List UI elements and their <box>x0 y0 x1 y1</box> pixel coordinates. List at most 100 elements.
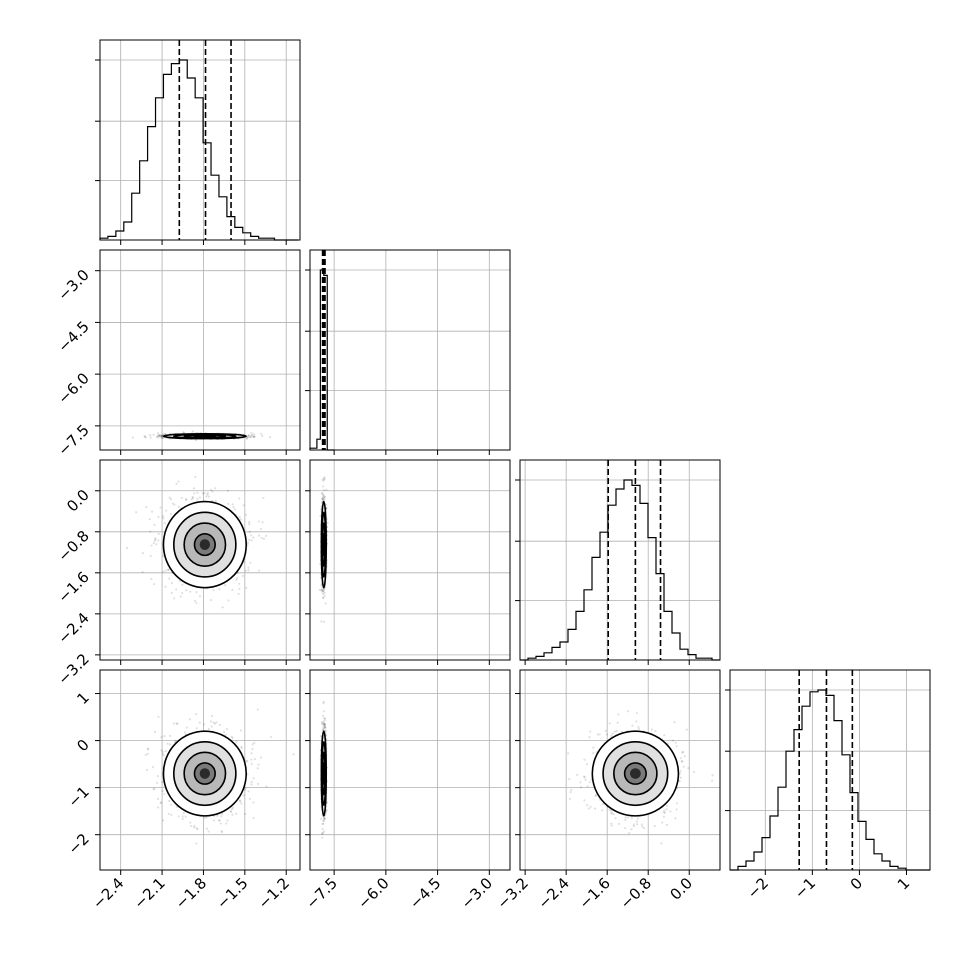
sample-point <box>195 842 198 845</box>
sample-point <box>238 497 241 500</box>
sample-point <box>141 552 144 555</box>
y-tick-label: 0 <box>73 736 92 755</box>
joint-p1-p3: −7.5 −6.0 −4.5 −3.0 <box>302 669 511 913</box>
x-tick-label: −6.0 <box>354 874 392 912</box>
sample-point <box>322 710 326 713</box>
contour-line <box>322 533 326 557</box>
sample-point <box>203 816 206 819</box>
sample-point <box>157 435 160 438</box>
sample-point <box>322 588 325 591</box>
sample-point <box>234 508 237 511</box>
y-tick-label: −2 <box>64 830 92 858</box>
sample-point <box>160 436 163 440</box>
sample-point <box>248 521 251 524</box>
sample-point <box>321 722 324 725</box>
sample-point <box>246 773 249 776</box>
sample-point <box>162 432 165 436</box>
sample-point <box>177 505 180 508</box>
sample-point <box>321 485 325 488</box>
sample-point <box>221 813 224 816</box>
panel-frame <box>99 669 301 871</box>
sample-point <box>182 811 185 815</box>
sample-point <box>226 819 229 822</box>
sample-point <box>322 590 325 593</box>
sample-point <box>322 726 325 729</box>
sample-point <box>250 758 253 761</box>
sample-point <box>160 434 163 437</box>
sample-point <box>175 588 178 591</box>
sample-point <box>323 498 326 501</box>
sample-point <box>321 714 325 718</box>
sample-point <box>173 597 176 600</box>
joint-p1-p2 <box>305 459 511 665</box>
sample-point <box>320 588 323 592</box>
sample-point <box>198 496 201 499</box>
sample-point <box>323 719 326 722</box>
sample-point <box>269 436 272 439</box>
sample-point <box>252 435 255 438</box>
x-tick-label: −1.2 <box>255 874 293 912</box>
sample-point <box>162 819 165 822</box>
sample-point <box>321 497 324 500</box>
sample-point <box>589 730 592 733</box>
contour-line <box>162 730 248 817</box>
sample-point <box>221 606 224 609</box>
sample-point <box>322 727 325 730</box>
sample-point <box>247 569 250 572</box>
x-tick-label: −2.1 <box>130 874 168 912</box>
sample-point <box>170 803 173 806</box>
sample-point <box>182 431 185 434</box>
sample-point <box>322 479 325 482</box>
sample-point <box>238 582 241 585</box>
sample-point <box>323 817 326 820</box>
sample-point <box>218 819 221 822</box>
y-tick-label: 1 <box>73 689 92 708</box>
sample-point <box>322 816 326 819</box>
sample-point <box>193 599 197 603</box>
sample-point <box>162 554 165 558</box>
sample-point <box>322 723 325 726</box>
sample-point <box>247 434 251 437</box>
sample-point <box>227 599 230 602</box>
sample-point <box>250 539 253 542</box>
panel-frame <box>729 669 931 871</box>
sample-point <box>212 589 215 592</box>
sample-point <box>163 735 166 738</box>
sample-point <box>157 515 160 519</box>
sample-point <box>322 596 325 599</box>
sample-point <box>323 591 326 595</box>
sample-point <box>320 832 324 836</box>
sample-point <box>154 538 157 541</box>
sample-point <box>248 523 251 526</box>
sample-point <box>185 589 188 592</box>
sample-point <box>249 561 252 564</box>
sample-point <box>205 816 208 819</box>
sample-point <box>252 435 255 438</box>
sample-point <box>195 713 198 716</box>
contour-line <box>193 533 216 557</box>
sample-point <box>320 492 324 495</box>
sample-point <box>613 730 616 733</box>
sample-point <box>240 802 243 805</box>
sample-point <box>257 763 260 766</box>
sample-point <box>135 511 138 514</box>
y-tick-label: −0.8 <box>54 527 92 565</box>
sample-point <box>582 775 586 778</box>
histogram-step <box>520 479 720 661</box>
sample-point <box>161 789 164 792</box>
y-tick-label: −7.5 <box>54 421 92 459</box>
sample-point <box>184 497 188 501</box>
sample-point <box>193 492 196 495</box>
marginal-p2 <box>515 459 721 665</box>
sample-point <box>149 554 152 557</box>
sample-point <box>252 801 255 804</box>
sample-point <box>630 828 633 831</box>
sample-point <box>323 817 326 820</box>
x-tick-label: −7.5 <box>302 874 340 912</box>
sample-point <box>150 544 153 547</box>
sample-point <box>241 574 245 577</box>
sample-point <box>177 815 180 818</box>
sample-point <box>323 722 326 726</box>
sample-point <box>323 724 326 728</box>
sample-point <box>203 492 206 495</box>
